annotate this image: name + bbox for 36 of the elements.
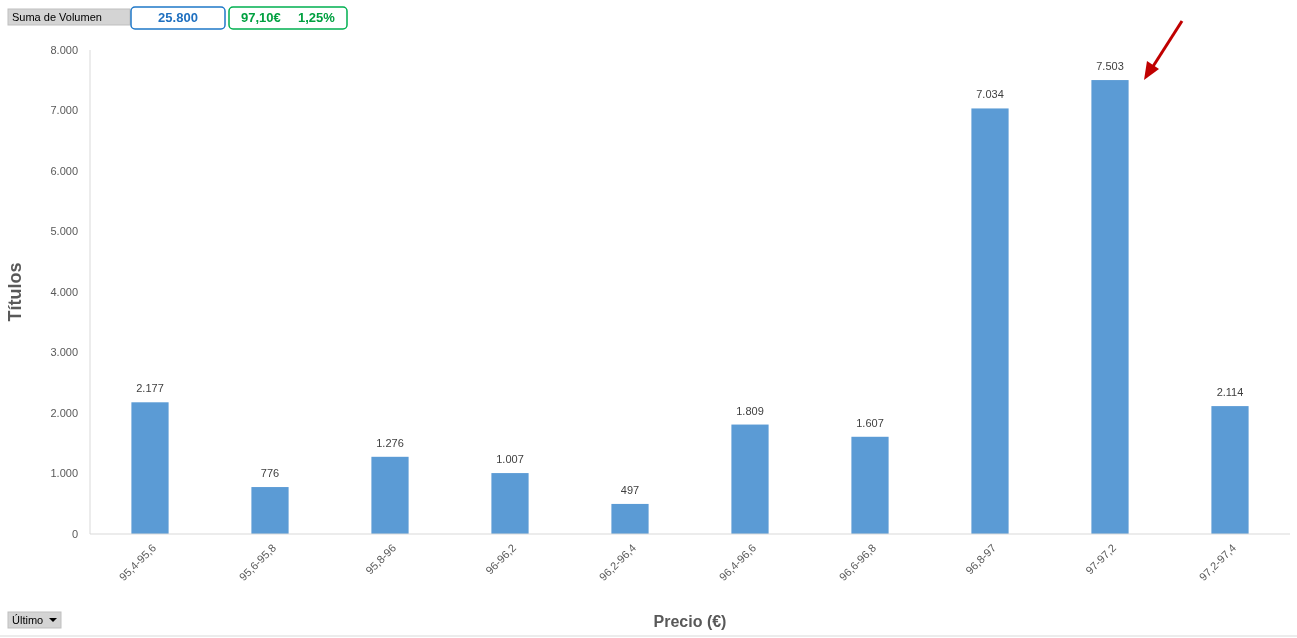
data-label: 1.607 (856, 416, 884, 429)
bar (131, 402, 169, 534)
y-tick-label: 0 (71, 527, 78, 540)
data-label: 497 (620, 483, 640, 496)
y-tick-label: 3.000 (50, 346, 78, 359)
text: 25.800 (158, 10, 198, 25)
y-tick-label: 2.000 (50, 406, 78, 419)
text: 97,10€ (241, 10, 281, 25)
bar (971, 108, 1009, 534)
bar (491, 473, 529, 534)
data-label: 7.034 (976, 88, 1004, 101)
bar (371, 456, 409, 534)
x-axis-title: Precio (€) (653, 613, 727, 630)
data-label: 1.007 (496, 453, 524, 466)
bar (1091, 80, 1129, 534)
bar (851, 436, 889, 534)
data-label: 1.276 (376, 436, 404, 449)
data-label: 2.177 (136, 382, 164, 395)
y-tick-label: 6.000 (50, 164, 78, 177)
y-tick-label: 5.000 (50, 225, 78, 238)
bar (611, 503, 649, 534)
text: Último (12, 614, 44, 626)
y-tick-label: 4.000 (50, 285, 78, 298)
text: 1,25% (298, 10, 336, 25)
y-axis-title: Títulos (5, 262, 25, 322)
data-label: 776 (260, 467, 280, 480)
data-label: 2.114 (1216, 386, 1244, 399)
bar (731, 424, 769, 534)
bar (1211, 406, 1249, 534)
bar (251, 487, 289, 534)
y-tick-label: 1.000 (50, 467, 78, 480)
y-tick-label: 8.000 (50, 43, 78, 56)
text: Suma de Volumen (12, 11, 102, 23)
data-label: 7.503 (1096, 60, 1124, 73)
data-label: 1.809 (736, 404, 764, 417)
y-tick-label: 7.000 (50, 104, 78, 117)
